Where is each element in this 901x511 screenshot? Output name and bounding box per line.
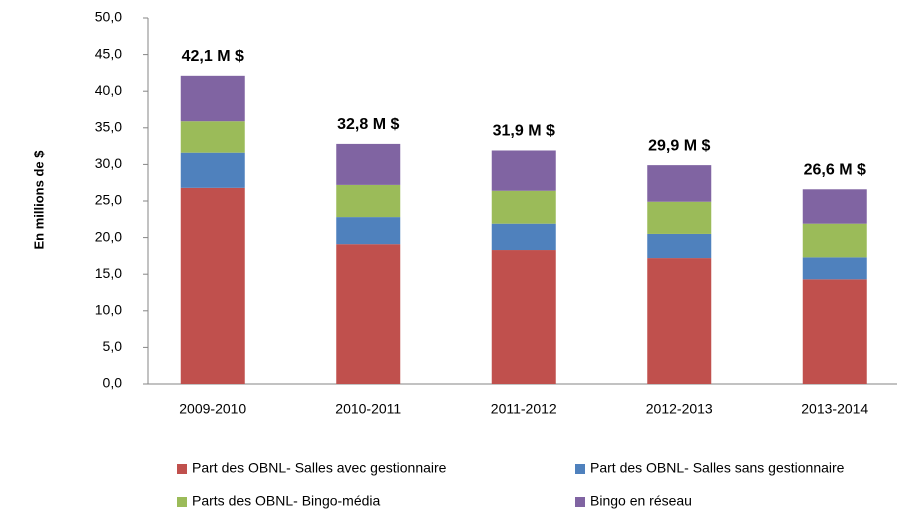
bar-segment [336,217,401,245]
legend-label: Part des OBNL- Salles avec gestionnaire [192,460,447,476]
bar-segment [336,244,401,384]
legend-label: Parts des OBNL- Bingo-média [192,493,381,509]
bar-segment [802,189,867,224]
bar-segment [180,75,245,122]
x-tick-label: 2011-2012 [491,401,557,417]
total-label: 42,1 M $ [182,48,244,65]
legend-label: Bingo en réseau [590,493,692,509]
legend-swatch [575,497,585,507]
total-label: 32,8 M $ [337,116,399,133]
x-tick-label: 2010-2011 [335,401,401,417]
bar-segment [647,258,712,384]
y-tick-label: 5,0 [103,338,123,354]
y-tick-label: 45,0 [95,45,122,61]
bar-segment [180,152,245,188]
bar-segment [647,233,712,259]
y-axis-label: En millions de $ [31,150,46,250]
total-label: 26,6 M $ [804,162,866,179]
x-tick-label: 2012-2013 [646,401,713,417]
y-tick-label: 20,0 [95,228,122,244]
bar-segment [647,165,712,202]
total-label: 31,9 M $ [493,123,555,140]
bar-segment [336,184,401,218]
bar-segment [491,150,556,191]
legend-swatch [575,464,585,474]
bar-segment [647,201,712,234]
y-tick-label: 30,0 [95,155,122,171]
y-tick-label: 35,0 [95,119,122,135]
total-label: 29,9 M $ [648,137,710,154]
y-tick-label: 15,0 [95,265,122,281]
x-tick-label: 2013-2014 [801,401,868,417]
bar-segment [802,223,867,258]
x-tick-label: 2009-2010 [179,401,246,417]
y-tick-label: 0,0 [103,375,123,391]
bar-segment [180,187,245,384]
bar-segment [491,190,556,224]
bar-segment [336,143,401,185]
y-tick-label: 10,0 [95,302,122,318]
bar-segment [491,250,556,384]
bar-segment [802,257,867,280]
legend-swatch [177,497,187,507]
y-tick-label: 25,0 [95,192,122,208]
legend-label: Part des OBNL- Salles sans gestionnaire [590,460,845,476]
bar-segment [491,223,556,251]
y-tick-label: 50,0 [95,9,122,25]
legend-swatch [177,464,187,474]
bar-segment [180,121,245,153]
bar-segment [802,279,867,384]
y-tick-label: 40,0 [95,82,122,98]
